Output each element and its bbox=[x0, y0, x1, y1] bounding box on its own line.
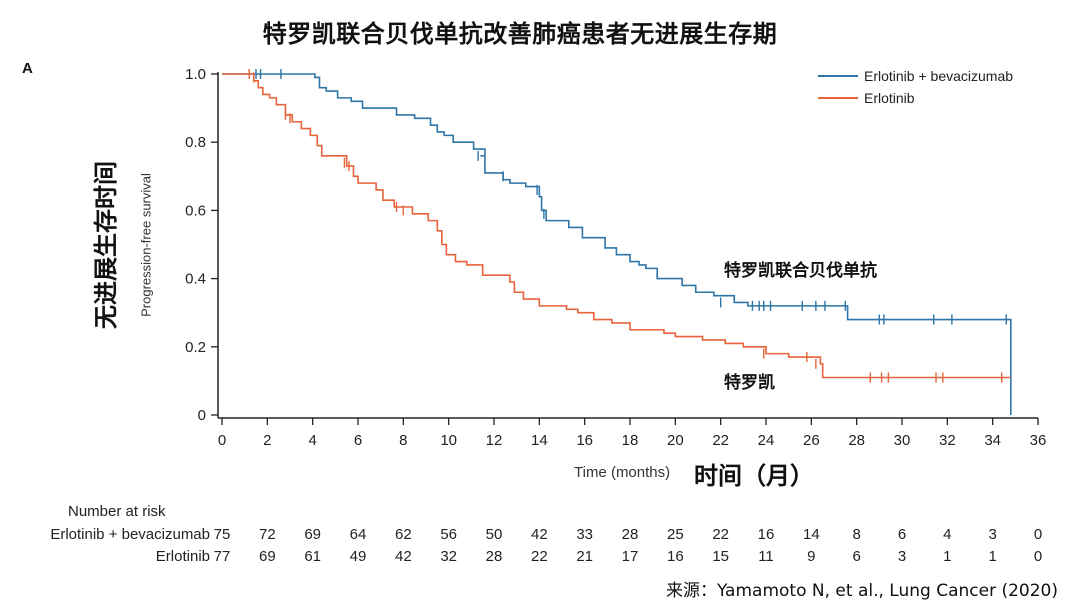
risk-count: 6 bbox=[897, 526, 907, 543]
risk-count: 1 bbox=[943, 548, 952, 565]
series-annotation: 特罗凯联合贝伐单抗 bbox=[724, 260, 877, 281]
x-tick-label: 26 bbox=[803, 432, 820, 449]
risk-count: 4 bbox=[943, 526, 952, 543]
chart-title: 特罗凯联合贝伐单抗改善肺癌患者无进展生存期 bbox=[262, 20, 778, 48]
x-tick-label: 4 bbox=[308, 432, 316, 449]
risk-row-label: Erlotinib + bevacizumab bbox=[50, 526, 210, 543]
risk-count: 22 bbox=[530, 548, 548, 565]
y-tick-label: 1.0 bbox=[185, 66, 206, 83]
y-tick-label: 0.6 bbox=[185, 202, 206, 219]
chart-legend: Erlotinib + bevacizumab Erlotinib bbox=[818, 68, 1013, 106]
risk-count: 21 bbox=[576, 548, 593, 565]
y-tick-label: 0.2 bbox=[185, 339, 206, 356]
survival-curve-line bbox=[222, 73, 1012, 415]
x-tick-label: 24 bbox=[758, 432, 775, 449]
risk-count: 22 bbox=[712, 526, 729, 543]
x-tick-label: 34 bbox=[984, 432, 1001, 449]
x-tick-label: 12 bbox=[486, 432, 503, 449]
risk-count: 0 bbox=[1033, 526, 1043, 543]
series-group bbox=[222, 69, 1011, 383]
y-tick-label: 0.8 bbox=[185, 134, 206, 151]
x-tick-label: 30 bbox=[894, 432, 911, 449]
x-tick-label: 20 bbox=[667, 432, 684, 449]
risk-count: 61 bbox=[304, 548, 321, 565]
risk-count: 15 bbox=[712, 548, 729, 565]
risk-count: 50 bbox=[485, 526, 503, 543]
x-tick-label: 14 bbox=[531, 432, 548, 449]
risk-count: 33 bbox=[576, 526, 593, 543]
x-tick-label: 16 bbox=[576, 432, 593, 449]
panel-label: A bbox=[22, 60, 33, 77]
risk-count: 1 bbox=[988, 548, 997, 565]
x-axis-label: Time (months) bbox=[574, 464, 671, 481]
risk-count: 62 bbox=[394, 526, 412, 543]
risk-count: 17 bbox=[621, 548, 639, 565]
risk-count: 11 bbox=[758, 548, 774, 565]
risk-count: 77 bbox=[213, 548, 231, 565]
risk-count: 9 bbox=[807, 548, 816, 565]
y-tick-label: 0 bbox=[198, 407, 206, 424]
risk-count: 72 bbox=[258, 526, 276, 543]
risk-count: 56 bbox=[440, 526, 457, 543]
y-tick-label: 0.4 bbox=[185, 271, 206, 288]
x-tick-label: 10 bbox=[440, 432, 457, 449]
risk-count: 28 bbox=[621, 526, 639, 543]
risk-count: 75 bbox=[213, 526, 231, 543]
chart-series bbox=[222, 69, 1012, 415]
risk-count: 16 bbox=[757, 526, 775, 543]
risk-count: 64 bbox=[349, 526, 367, 543]
risk-count: 42 bbox=[530, 526, 548, 543]
risk-count: 0 bbox=[1033, 548, 1043, 565]
x-tick-label: 18 bbox=[622, 432, 639, 449]
x-tick-label: 2 bbox=[263, 432, 271, 449]
risk-count: 3 bbox=[897, 548, 907, 565]
x-tick-label: 22 bbox=[712, 432, 729, 449]
risk-count: 28 bbox=[485, 548, 503, 565]
series-group bbox=[222, 69, 1012, 415]
risk-count: 16 bbox=[666, 548, 684, 565]
risk-row-label: Erlotinib bbox=[155, 548, 210, 565]
x-tick-label: 6 bbox=[354, 432, 362, 449]
risk-count: 8 bbox=[852, 526, 861, 543]
legend-label: Erlotinib bbox=[864, 90, 915, 106]
risk-count: 14 bbox=[802, 526, 820, 543]
x-axis-label-chinese: 时间（月） bbox=[694, 462, 814, 490]
risk-count: 6 bbox=[852, 548, 861, 565]
risk-count: 69 bbox=[304, 526, 321, 543]
source-citation: 来源：Yamamoto N, et al., Lung Cancer (2020… bbox=[666, 581, 1058, 601]
x-tick-label: 0 bbox=[218, 432, 226, 449]
risk-count: 3 bbox=[988, 526, 997, 543]
risk-count: 42 bbox=[394, 548, 412, 565]
risk-count: 32 bbox=[440, 548, 457, 565]
x-tick-label: 28 bbox=[848, 432, 865, 449]
risk-count: 49 bbox=[349, 548, 367, 565]
x-tick-label: 36 bbox=[1030, 432, 1047, 449]
chart-axes: 0 2 4 6 8 10 12 14 16 18 20 22 24 26 28 30 32 34 3600.20.4… bbox=[185, 66, 1046, 449]
risk-count: 69 bbox=[258, 548, 276, 565]
x-tick-label: 32 bbox=[939, 432, 956, 449]
risk-count: 25 bbox=[666, 526, 684, 543]
series-annotation: 特罗凯 bbox=[724, 372, 775, 393]
legend-label: Erlotinib + bevacizumab bbox=[864, 68, 1013, 84]
risk-table-heading: Number at risk bbox=[68, 503, 166, 520]
x-tick-label: 8 bbox=[399, 432, 407, 449]
survival-curve-line bbox=[222, 73, 1011, 379]
